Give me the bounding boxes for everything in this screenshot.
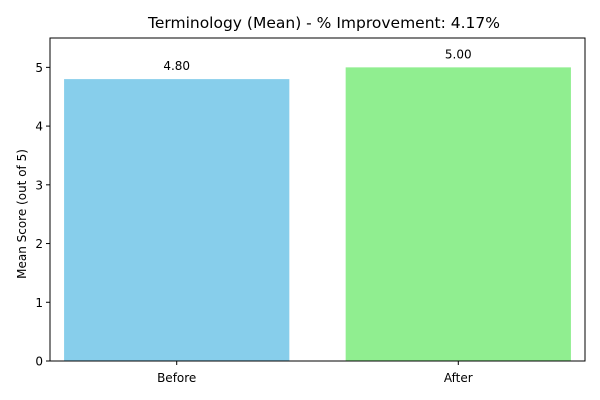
y-axis-label: Mean Score (out of 5) <box>15 149 29 279</box>
y-tick-label: 5 <box>35 61 43 75</box>
bar-after <box>345 67 571 361</box>
plot-frame <box>49 37 586 362</box>
data-label-after: 5.00 <box>445 47 472 61</box>
y-tick-label: 3 <box>35 178 43 192</box>
data-label-before: 4.80 <box>163 59 190 73</box>
x-tick-label: After <box>444 371 473 385</box>
bars-group: 4.80 5.00 <box>64 47 571 361</box>
x-tick-label: Before <box>157 371 196 385</box>
ticks-group: Before After 0 1 2 3 4 5 <box>35 61 472 385</box>
y-tick-label: 2 <box>35 237 43 251</box>
y-tick-label: 0 <box>35 355 43 369</box>
y-tick-label: 4 <box>35 120 43 134</box>
y-tick-label: 1 <box>35 296 43 310</box>
chart-title: Terminology (Mean) - % Improvement: 4.17… <box>147 14 500 32</box>
bar-before <box>64 79 290 361</box>
